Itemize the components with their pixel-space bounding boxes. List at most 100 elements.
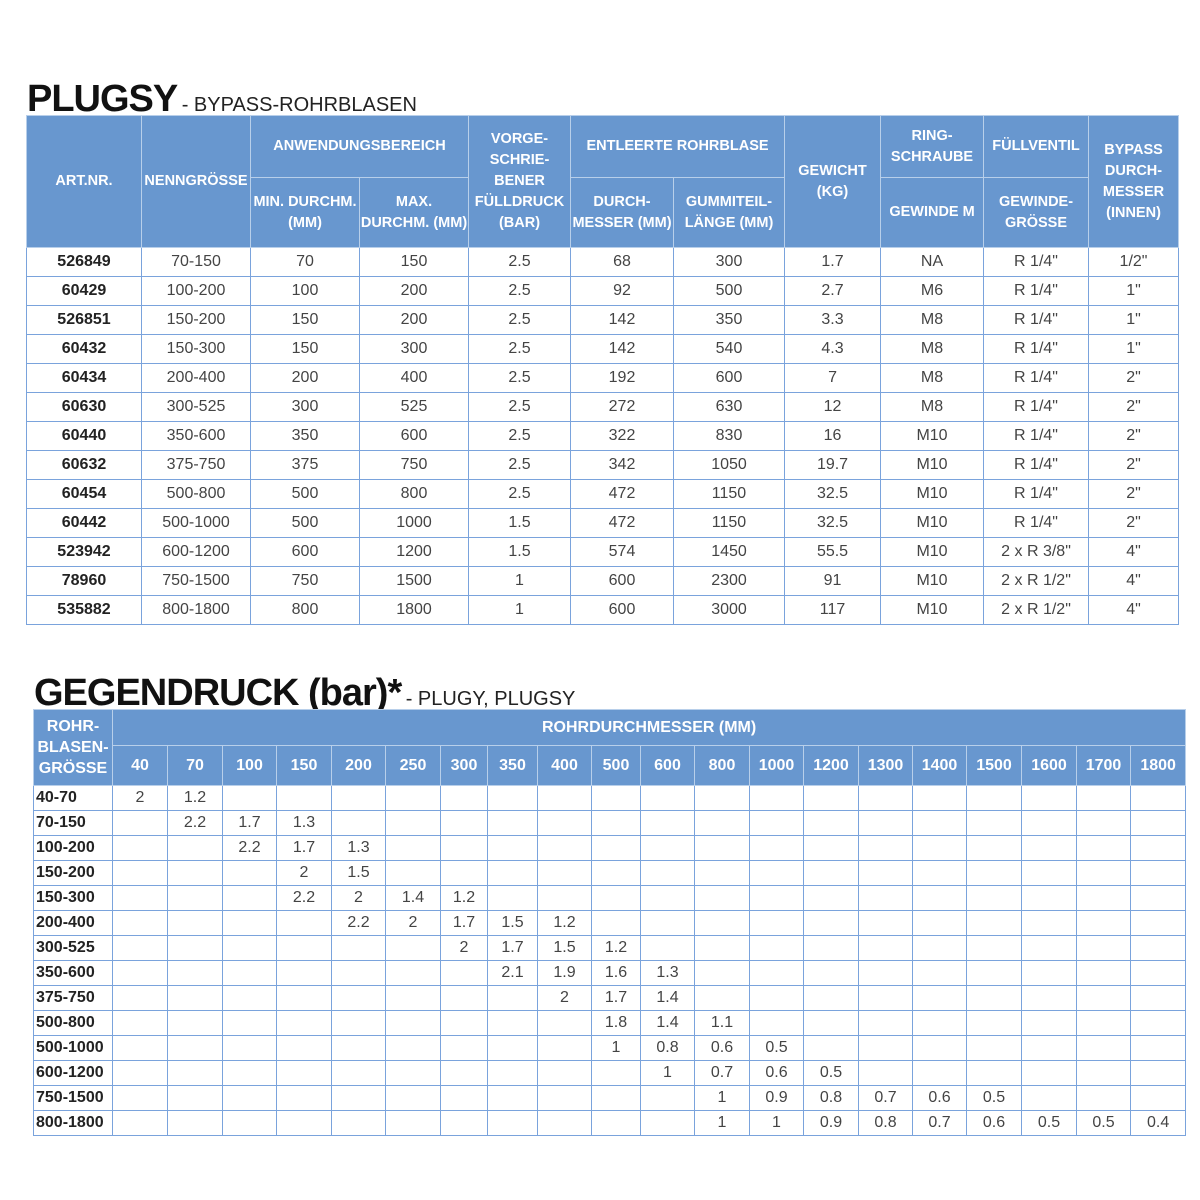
pressure-cell: 0.7 bbox=[912, 1110, 967, 1136]
header-fuellventil: FÜLLVENTIL bbox=[983, 115, 1090, 178]
table-cell: M10 bbox=[880, 595, 985, 625]
pressure-cell bbox=[966, 960, 1022, 986]
table-cell: 500-1000 bbox=[141, 508, 251, 538]
pressure-cell bbox=[222, 910, 277, 936]
table-cell: 500 bbox=[672, 276, 786, 306]
pressure-cell bbox=[167, 960, 223, 986]
pressure-cell bbox=[276, 1010, 332, 1036]
pressure-cell: 1 bbox=[694, 1110, 750, 1136]
pressure-cell bbox=[167, 1035, 223, 1061]
pressure-cell bbox=[385, 785, 441, 811]
table-cell: M10 bbox=[880, 508, 985, 538]
pressure-cell bbox=[912, 985, 967, 1011]
art-nr-cell: 60630 bbox=[26, 392, 142, 422]
art-nr-cell: 523942 bbox=[26, 537, 142, 567]
pressure-cell: 2 bbox=[112, 785, 168, 811]
table-cell: 1" bbox=[1088, 276, 1180, 306]
pressure-cell bbox=[803, 985, 859, 1011]
pressure-cell bbox=[222, 885, 277, 911]
pressure-cell bbox=[276, 985, 332, 1011]
column-header: 40 bbox=[112, 745, 168, 786]
table-cell: 342 bbox=[570, 450, 674, 480]
table-cell: 200 bbox=[359, 276, 469, 306]
pressure-cell bbox=[276, 1060, 332, 1086]
pressure-cell bbox=[112, 935, 168, 961]
table-cell: 472 bbox=[570, 508, 674, 538]
column-header: 500 bbox=[591, 745, 641, 786]
table-row: 60440 350-600 350 600 2.5 322 830 16 M10 R 1/4" 2" bbox=[26, 421, 1180, 451]
pressure-cell: 1.7 bbox=[487, 935, 538, 961]
pressure-cell bbox=[487, 785, 538, 811]
pressure-cell bbox=[112, 1085, 168, 1111]
plugsy-subtitle: - BYPASS-ROHRBLASEN bbox=[181, 94, 417, 116]
table-cell: 2.5 bbox=[468, 247, 571, 277]
column-header: 1700 bbox=[1076, 745, 1131, 786]
table-cell: 1" bbox=[1088, 334, 1180, 364]
column-header: 1800 bbox=[1129, 745, 1187, 786]
table-cell: M8 bbox=[880, 392, 985, 422]
table-cell: 2 x R 1/2" bbox=[983, 595, 1090, 625]
pressure-cell bbox=[1076, 810, 1131, 836]
table-cell: 1800 bbox=[359, 595, 469, 625]
pressure-cell bbox=[591, 885, 641, 911]
column-header: 1400 bbox=[912, 745, 967, 786]
pressure-cell: 0.7 bbox=[694, 1060, 750, 1086]
pressure-cell bbox=[1021, 785, 1077, 811]
column-header: 1300 bbox=[858, 745, 913, 786]
pressure-cell bbox=[912, 835, 967, 861]
gegendruck-title: GEGENDRUCK (bar)* - PLUGY, PLUGSY bbox=[34, 672, 575, 715]
table-cell: 2.5 bbox=[468, 450, 571, 480]
art-nr-cell: 78960 bbox=[26, 566, 142, 596]
pressure-cell bbox=[1021, 910, 1077, 936]
table-cell: R 1/4" bbox=[983, 363, 1090, 393]
pressure-cell: 0.5 bbox=[966, 1085, 1022, 1111]
pressure-cell bbox=[966, 910, 1022, 936]
pressure-cell bbox=[331, 1060, 386, 1086]
pressure-cell bbox=[222, 860, 277, 886]
table-row: 535882 800-1800 800 1800 1 600 3000 117 M10 2 x R… bbox=[26, 595, 1180, 625]
pressure-cell bbox=[1076, 860, 1131, 886]
pressure-cell bbox=[694, 810, 750, 836]
pressure-cell: 1.5 bbox=[487, 910, 538, 936]
pressure-cell bbox=[966, 785, 1022, 811]
art-nr-cell: 60429 bbox=[26, 276, 142, 306]
table-row: 600-1200 1 0.7 0.6 0.5 bbox=[33, 1060, 1187, 1086]
header-durchmesser: DURCH- MESSER (MM) bbox=[570, 177, 674, 248]
pressure-cell bbox=[385, 1110, 441, 1136]
header-fuelldruck: VORGE- SCHRIE- BENER FÜLLDRUCK (BAR) bbox=[468, 115, 571, 248]
pressure-cell bbox=[966, 935, 1022, 961]
pressure-cell bbox=[803, 810, 859, 836]
table-cell: 4" bbox=[1088, 537, 1180, 567]
pressure-cell: 1.7 bbox=[276, 835, 332, 861]
table-cell: 68 bbox=[570, 247, 674, 277]
pressure-cell bbox=[694, 960, 750, 986]
pressure-cell bbox=[1076, 960, 1131, 986]
pressure-cell bbox=[1021, 835, 1077, 861]
pressure-cell bbox=[167, 1010, 223, 1036]
pressure-cell bbox=[222, 960, 277, 986]
table-row: 60442 500-1000 500 1000 1.5 472 1150 32.5 M10 R 1… bbox=[26, 508, 1180, 538]
art-nr-cell: 60440 bbox=[26, 421, 142, 451]
table-cell: 32.5 bbox=[784, 508, 882, 538]
table-cell: 600 bbox=[359, 421, 469, 451]
column-header: 400 bbox=[537, 745, 592, 786]
pressure-cell: 1 bbox=[749, 1110, 804, 1136]
pressure-cell bbox=[537, 835, 592, 861]
pressure-cell bbox=[222, 1035, 277, 1061]
pressure-cell bbox=[112, 1035, 168, 1061]
pressure-cell: 2.2 bbox=[276, 885, 332, 911]
pressure-cell bbox=[537, 1010, 592, 1036]
column-header: 150 bbox=[276, 745, 332, 786]
pressure-cell bbox=[222, 785, 277, 811]
table-cell: 600-1200 bbox=[141, 537, 251, 567]
art-nr-cell: 60434 bbox=[26, 363, 142, 393]
table-row: 60432 150-300 150 300 2.5 142 540 4.3 M8 R 1/4" 1" bbox=[26, 334, 1180, 364]
pressure-cell bbox=[276, 785, 332, 811]
pressure-cell bbox=[440, 1035, 488, 1061]
table-cell: 2" bbox=[1088, 392, 1180, 422]
table-cell: 150 bbox=[250, 305, 360, 335]
pressure-cell bbox=[1129, 835, 1187, 861]
pressure-cell bbox=[222, 1110, 277, 1136]
pressure-cell bbox=[112, 1110, 168, 1136]
pressure-cell bbox=[803, 835, 859, 861]
